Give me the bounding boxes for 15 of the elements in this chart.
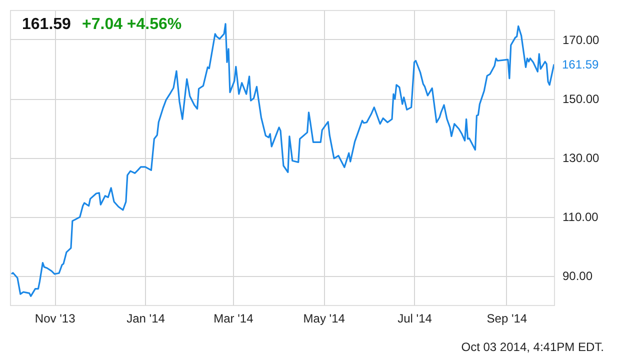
y-tick-label: 150.00 xyxy=(562,92,600,106)
annotation: 161.59 xyxy=(562,57,600,72)
chart-title: 161.59 xyxy=(22,16,72,33)
x-tick-label: Mar '14 xyxy=(214,312,254,326)
y-tick-label: 110.00 xyxy=(562,210,599,224)
y-tick-label: 90.00 xyxy=(562,269,593,283)
y-tick-label: 170.00 xyxy=(562,33,600,47)
y-tick-label: 130.00 xyxy=(562,151,600,165)
x-tick-label: Jan '14 xyxy=(126,312,166,326)
text: Oct 03 2014, 4:41PM EDT. xyxy=(461,340,604,354)
x-tick-label: Sep '14 xyxy=(486,312,528,326)
x-tick-label: Nov '13 xyxy=(34,312,76,326)
x-tick-label: May '14 xyxy=(303,312,346,326)
chart-subtitle: +7.04 +4.56% xyxy=(82,16,182,33)
x-tick-label: Jul '14 xyxy=(398,312,432,326)
